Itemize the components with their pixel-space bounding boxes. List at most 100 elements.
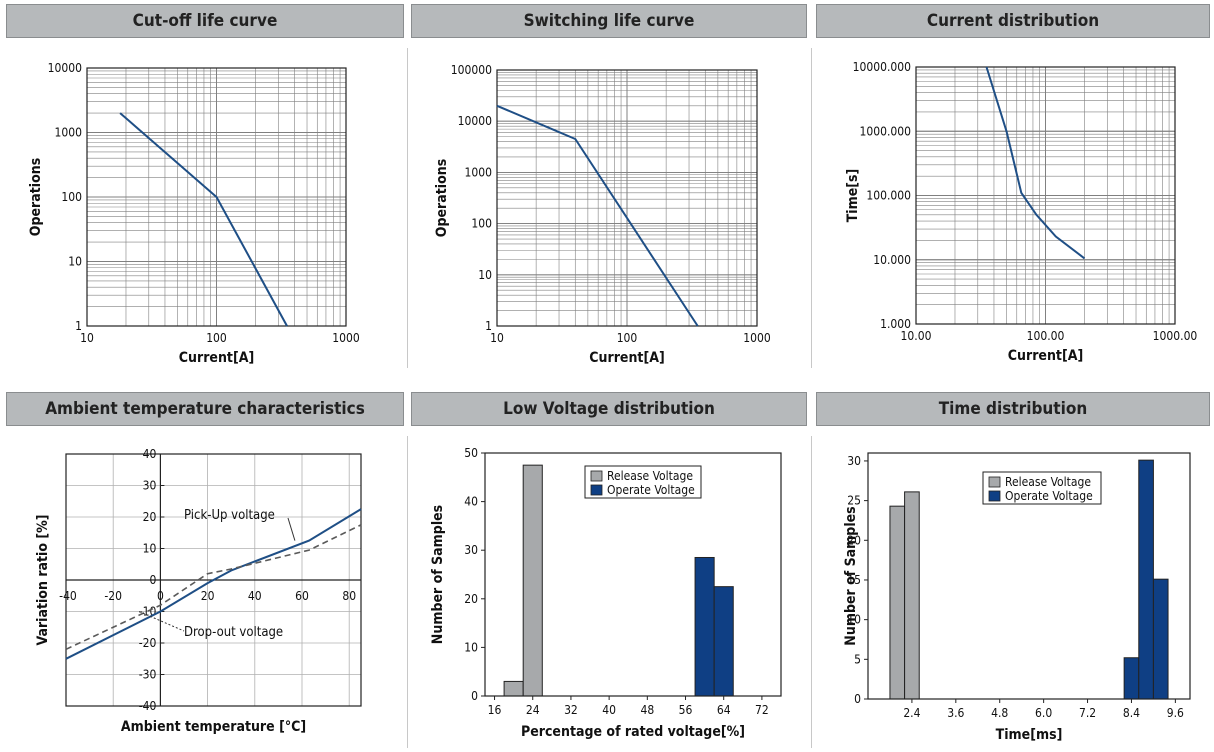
y-tick-label: 100 [471,217,492,231]
y-axis-label: Number of Samples [430,505,446,644]
y-tick-label: 20 [143,510,157,524]
x-tick-label: 20 [201,589,215,603]
x-tick-label: 9.6 [1167,706,1184,720]
y-tick-label: 1000.000 [860,124,912,138]
plot-frame [867,452,1191,700]
x-tick-label: 7.2 [1079,706,1096,720]
x-tick-label: 24 [526,703,540,717]
plot-frame [484,452,782,697]
x-tick-label: -40 [59,589,77,603]
x-tick-label: 1000 [743,331,771,345]
x-tick-label: 2.4 [903,706,920,720]
y-axis-label: Operations [434,159,450,237]
histogram-bar [1138,459,1154,700]
column-divider [407,48,408,368]
y-axis-label: Variation ratio [%] [35,514,51,645]
y-tick-label: 10 [143,542,157,556]
y-tick-label: 10 [464,640,478,654]
plot-frame [915,66,1176,325]
y-tick-label: 50 [464,446,478,460]
annotation-label: Drop-out voltage [184,625,283,640]
panel-title-time: Time distribution [816,392,1210,426]
histogram-bar [904,491,920,700]
panel-title-current: Current distribution [816,4,1210,38]
y-tick-label: 40 [143,447,157,461]
y-tick-label: 10 [478,268,492,282]
x-tick-label: 8.4 [1123,706,1140,720]
y-tick-label: 40 [464,495,478,509]
x-tick-label: 100 [206,331,227,345]
histogram-bar [503,680,524,697]
y-tick-label: 1 [485,319,492,333]
series-line [496,104,699,327]
histogram-bar [889,505,906,700]
panel-title-ambient: Ambient temperature characteristics [6,392,404,426]
y-tick-label: 10 [68,255,82,269]
x-tick-label: 0 [157,589,164,603]
x-tick-label: -20 [104,589,122,603]
legend-label: Operate Voltage [1005,489,1093,503]
x-tick-label: 40 [248,589,262,603]
histogram-bar [1123,657,1140,700]
x-tick-label: 6.0 [1035,706,1052,720]
x-tick-label: 56 [679,703,693,717]
y-tick-label: 1.000 [880,317,911,331]
series-line [119,112,288,327]
x-tick-label: 60 [295,589,309,603]
y-axis-label: Operations [28,158,44,236]
legend-box [584,465,702,499]
y-tick-label: -30 [139,668,157,682]
x-axis-label: Percentage of rated voltage[%] [521,724,745,740]
x-tick-label: 10.00 [901,329,932,343]
y-tick-label: 30 [847,454,861,468]
plot-frame [86,67,347,327]
histogram-bar [1152,578,1169,700]
y-tick-label: 100000 [451,63,492,77]
legend-swatch [590,470,603,482]
x-tick-label: 1000 [332,331,360,345]
histogram-bar [713,586,734,697]
y-tick-label: 20 [847,533,861,547]
y-tick-label: 30 [143,479,157,493]
x-tick-label: 16 [488,703,502,717]
legend-label: Release Voltage [1005,475,1091,489]
legend-swatch [590,484,603,496]
x-tick-label: 64 [717,703,731,717]
x-tick-label: 72 [755,703,769,717]
legend-swatch [988,490,1001,502]
y-tick-label: 10000 [458,114,492,128]
y-tick-label: 15 [847,573,861,587]
legend-box [982,471,1102,505]
annotation-label: Pick-Up voltage [184,508,275,523]
annotation-leader [287,517,296,541]
legend-label: Operate Voltage [607,483,695,497]
panel-title-lowvolt: Low Voltage distribution [411,392,807,426]
panel-title-switching: Switching life curve [411,4,807,38]
x-tick-label: 32 [564,703,578,717]
y-tick-label: 1000 [465,165,493,179]
series-line [985,66,1086,260]
x-tick-label: 10 [490,331,504,345]
y-tick-label: 30 [464,543,478,557]
y-tick-label: 25 [847,494,861,508]
y-tick-label: -40 [139,699,157,713]
x-axis-label: Current[A] [1008,348,1083,364]
y-tick-label: 20 [464,592,478,606]
y-tick-label: 0 [854,692,861,706]
histogram-bar [694,556,715,697]
y-tick-label: 5 [854,652,861,666]
x-tick-label: 80 [342,589,356,603]
y-tick-label: 10000 [48,61,82,75]
x-tick-label: 1000.00 [1153,329,1198,343]
y-tick-label: 1 [75,319,82,333]
y-tick-label: 0 [150,573,157,587]
legend-label: Release Voltage [607,469,693,483]
y-tick-label: 10 [847,613,861,627]
y-tick-label: 10.000 [873,253,911,267]
x-tick-label: 100 [617,331,638,345]
x-axis-label: Ambient temperature [°C] [121,719,306,735]
panel-title-cutoff: Cut-off life curve [6,4,404,38]
column-divider [407,436,408,748]
y-tick-label: 1000 [55,126,83,140]
